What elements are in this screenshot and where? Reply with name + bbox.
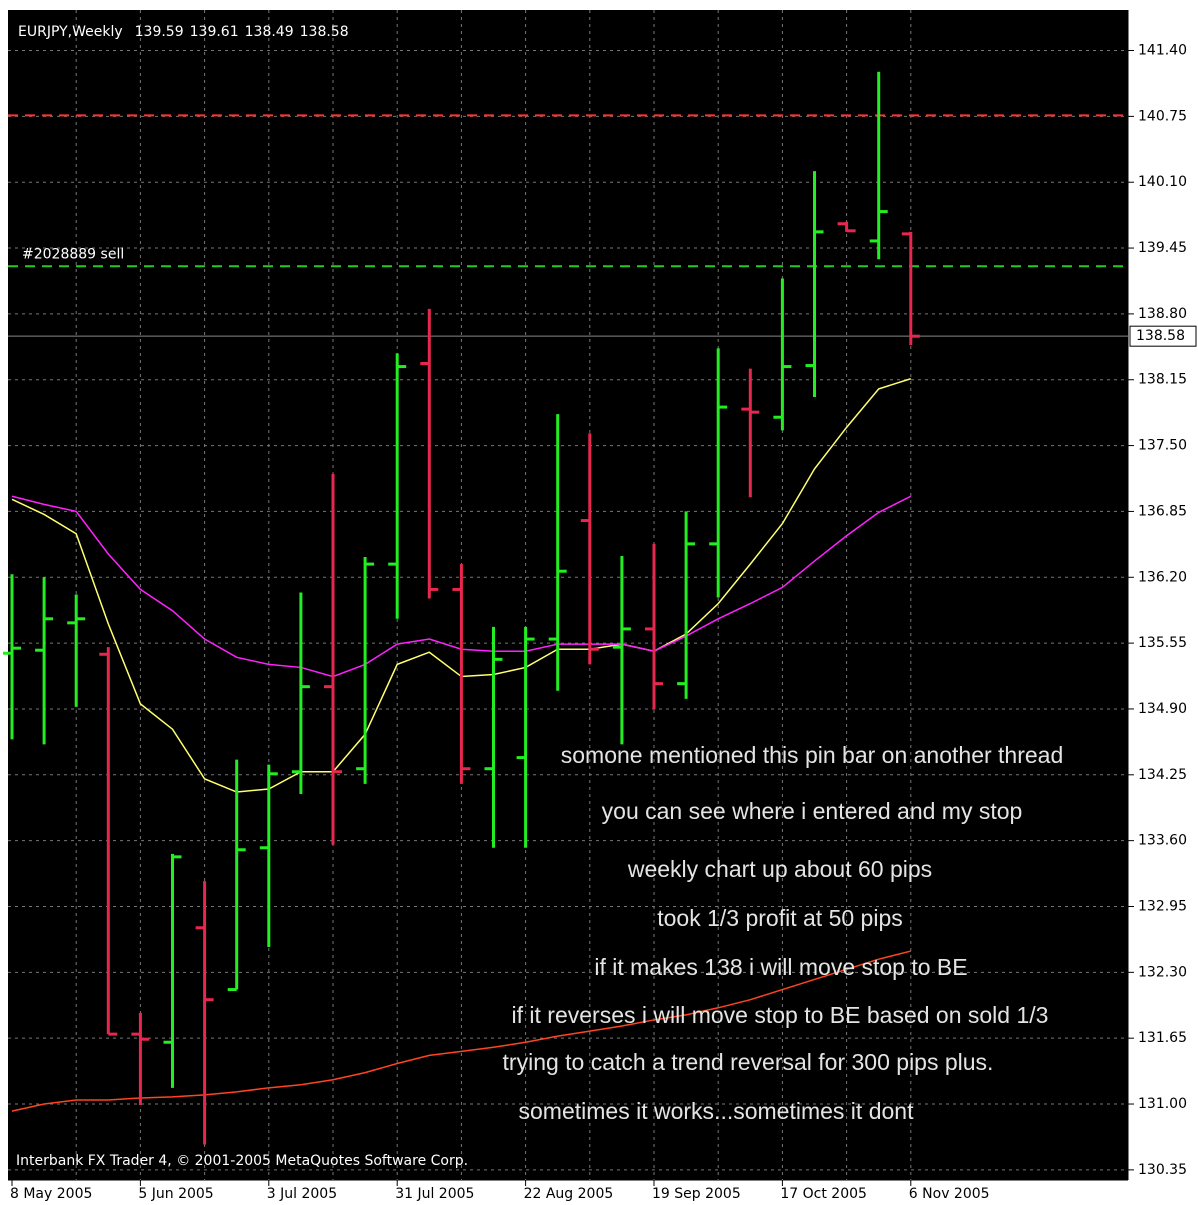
plot-area: [8, 10, 1128, 1180]
x-tick-label: 8 May 2005: [10, 1186, 92, 1202]
level-label: #2028889 sell: [22, 246, 124, 262]
x-tick-label: 17 Oct 2005: [780, 1186, 867, 1202]
price-label: 138.58: [1136, 328, 1185, 344]
y-tick-label: 137.50: [1138, 438, 1187, 454]
y-tick-label: 132.95: [1138, 898, 1187, 914]
y-tick-label: 138.80: [1138, 306, 1187, 322]
annotation: weekly chart up about 60 pips: [627, 856, 932, 882]
annotation: sometimes it works...sometimes it dont: [519, 1098, 915, 1124]
low-value: 138.49: [245, 24, 294, 40]
footer: Interbank FX Trader 4, © 2001-2005 MetaQ…: [16, 1153, 468, 1169]
annotation: if it reverses i will move stop to BE ba…: [512, 1002, 1049, 1028]
x-tick-label: 5 Jun 2005: [138, 1186, 213, 1202]
y-tick-label: 134.25: [1138, 767, 1187, 783]
y-tick-label: 131.00: [1138, 1096, 1187, 1112]
x-tick-label: 31 Jul 2005: [395, 1186, 474, 1202]
x-tick-label: 19 Sep 2005: [652, 1186, 741, 1202]
y-tick-label: 131.65: [1138, 1030, 1187, 1046]
y-tick-label: 141.40: [1138, 43, 1187, 59]
annotation: if it makes 138 i will move stop to BE: [594, 954, 967, 980]
x-tick-label: 3 Jul 2005: [267, 1186, 337, 1202]
high-value: 139.61: [190, 24, 239, 40]
y-tick-label: 132.30: [1138, 964, 1187, 980]
annotation: somone mentioned this pin bar on another…: [561, 742, 1064, 768]
open-value: 139.59: [135, 24, 184, 40]
ma-line: [11, 950, 911, 1112]
y-tick-label: 133.60: [1138, 833, 1187, 849]
annotation: you can see where i entered and my stop: [602, 798, 1023, 824]
symbol: EURJPY,Weekly: [18, 24, 123, 40]
y-tick-label: 130.35: [1138, 1162, 1187, 1178]
y-tick-label: 140.75: [1138, 108, 1187, 124]
y-tick-label: 136.20: [1138, 569, 1187, 585]
labels: 141.40 140.75 140.10 139.45 138.80 138.15 137.…: [10, 43, 1197, 1202]
x-tick-label: 6 Nov 2005: [909, 1186, 990, 1202]
header: EURJPY,Weekly 139.59 139.61 138.49 138.58: [18, 24, 349, 40]
marks: [3, 71, 1128, 1145]
y-tick-label: 134.90: [1138, 701, 1187, 717]
annotation: trying to catch a trend reversal for 300…: [503, 1049, 994, 1075]
y-tick-label: 136.85: [1138, 503, 1187, 519]
y-tick-label: 138.15: [1138, 372, 1187, 388]
price-box: [1129, 325, 1197, 347]
y-tick-label: 135.55: [1138, 635, 1187, 651]
y-tick-label: 139.45: [1138, 240, 1187, 256]
grid: [8, 10, 1128, 1180]
x-tick-label: 22 Aug 2005: [524, 1186, 614, 1202]
close-value: 138.58: [300, 24, 349, 40]
y-tick-label: 140.10: [1138, 174, 1187, 190]
annotation: took 1/3 profit at 50 pips: [657, 905, 903, 931]
